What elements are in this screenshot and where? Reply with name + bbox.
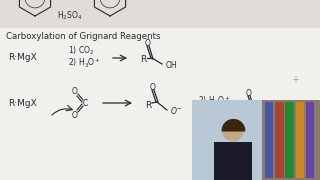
Bar (0, 0, 320, 28)
Text: $\mathit{O}^{-}$: $\mathit{O}^{-}$ (170, 105, 183, 116)
Text: R·MgX: R·MgX (8, 53, 37, 62)
Text: OH: OH (266, 111, 278, 120)
Text: C: C (82, 98, 88, 107)
Text: R: R (145, 100, 151, 109)
Text: +: + (291, 75, 299, 85)
Text: Carboxylation of Grignard Reagents: Carboxylation of Grignard Reagents (6, 32, 161, 41)
Text: O: O (246, 89, 252, 98)
Text: R·MgX: R·MgX (8, 98, 37, 107)
Text: O: O (150, 82, 156, 91)
Text: O: O (72, 111, 78, 120)
Bar (214, 141, 252, 180)
Bar (285, 102, 294, 178)
Bar (262, 100, 320, 180)
Text: R: R (241, 105, 247, 114)
Text: O: O (145, 39, 151, 48)
Text: 2) H$_3$O$^+$: 2) H$_3$O$^+$ (197, 94, 230, 108)
Bar (275, 102, 284, 178)
Text: H$_2$SO$_4$: H$_2$SO$_4$ (57, 10, 83, 22)
Text: R: R (140, 55, 146, 64)
Bar (265, 102, 273, 178)
Bar (296, 102, 304, 178)
Bar (192, 100, 262, 180)
Bar (306, 102, 314, 178)
Bar (192, 100, 320, 180)
Text: 2) H$_3$O$^+$: 2) H$_3$O$^+$ (68, 56, 101, 70)
Text: OH: OH (166, 60, 178, 69)
Text: 1) CO$_2$: 1) CO$_2$ (68, 45, 94, 57)
Circle shape (222, 120, 244, 141)
Text: O: O (72, 87, 78, 96)
